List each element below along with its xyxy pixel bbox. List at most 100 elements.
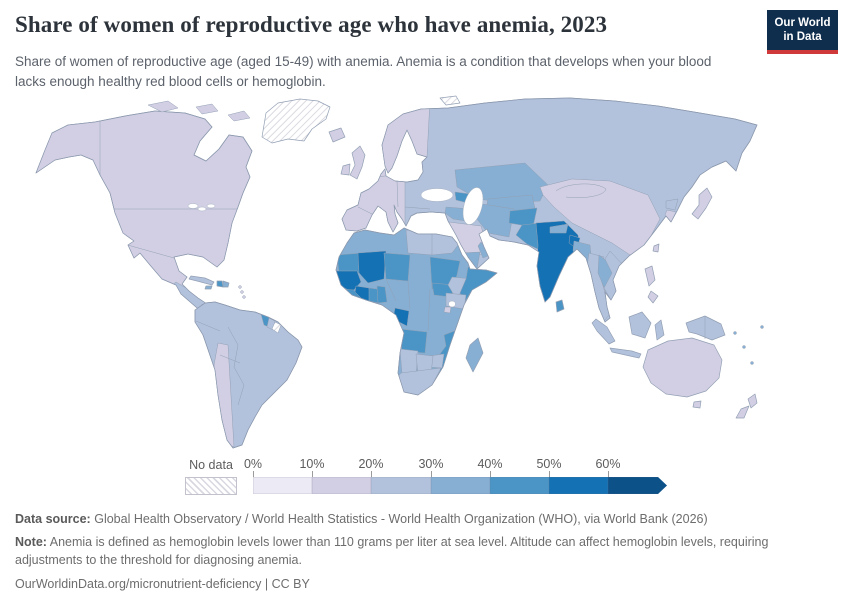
page-title: Share of women of reproductive age who h…	[15, 12, 608, 37]
legend-bin-40-50[interactable]	[490, 477, 549, 494]
country-japan[interactable]	[691, 187, 713, 220]
country-philippines[interactable]	[644, 265, 656, 287]
great-lakes	[197, 206, 207, 212]
legend-tick-mark	[371, 471, 372, 478]
note-label: Note:	[15, 534, 47, 549]
continent-south-america[interactable]	[194, 301, 303, 449]
legend-bin-0-10[interactable]	[253, 477, 312, 494]
continent-eurasia[interactable]	[335, 97, 758, 323]
country-madagascar[interactable]	[465, 337, 484, 373]
country-canada-arctic[interactable]	[227, 110, 251, 122]
mongolia-border	[555, 183, 607, 198]
legend-tick-mark	[431, 471, 432, 478]
legend-bin-20-30[interactable]	[371, 477, 431, 494]
country-cuba[interactable]	[188, 275, 215, 286]
legend-tick-label: 60%	[595, 457, 621, 471]
legend-bin-50-60[interactable]	[549, 477, 608, 494]
legend-tick-mark	[312, 471, 313, 478]
country-new-guinea[interactable]	[685, 315, 726, 341]
data-source-text: Global Health Observatory / World Health…	[94, 512, 708, 526]
europe-internal-borders	[357, 180, 431, 215]
country-pacific-islands[interactable]	[742, 345, 746, 349]
legend-tick-label: 0%	[243, 457, 263, 471]
country-nepal[interactable]	[549, 223, 569, 234]
country-borneo[interactable]	[628, 311, 652, 339]
country-pacific-islands[interactable]	[760, 325, 764, 329]
region-scandinavia[interactable]	[374, 99, 431, 178]
legend-tick-label: 30%	[418, 457, 444, 471]
country-haiti[interactable]	[216, 280, 224, 288]
north-america-coastline	[35, 110, 253, 317]
country-philippines[interactable]	[647, 290, 659, 304]
country-cote-divoire[interactable]	[354, 285, 372, 303]
note-line: Note: Anemia is defined as hemoglobin le…	[15, 534, 835, 570]
country-sulawesi[interactable]	[654, 319, 665, 341]
country-svalbard[interactable]	[439, 95, 461, 106]
south-america-coastline	[194, 301, 303, 449]
region-rwanda-burundi[interactable]	[443, 306, 452, 314]
owid-logo-line2: in Data	[783, 31, 822, 44]
region-togo-benin[interactable]	[376, 285, 388, 304]
country-jamaica[interactable]	[204, 285, 213, 290]
eurasia-coastline	[341, 97, 758, 323]
legend-bin-60-plus[interactable]	[608, 477, 667, 494]
caspian-sea	[462, 187, 484, 225]
country-uk[interactable]	[349, 145, 366, 180]
south-america-internal-borders	[195, 320, 245, 406]
legend-tick-mark	[549, 471, 550, 478]
region-uganda-kenya[interactable]	[445, 292, 467, 310]
country-mali[interactable]	[357, 250, 387, 284]
country-australia[interactable]	[642, 337, 723, 398]
country-french-guiana[interactable]	[271, 321, 282, 334]
country-iceland[interactable]	[328, 127, 346, 143]
note-text: Anemia is defined as hemoglobin levels l…	[15, 534, 769, 567]
country-new-zealand-south[interactable]	[735, 405, 750, 419]
country-canada-arctic[interactable]	[195, 103, 219, 115]
data-source-label: Data source:	[15, 512, 91, 526]
legend-no-data-swatch[interactable]	[185, 477, 237, 495]
legend-tick-mark	[253, 471, 254, 478]
legend-tick-label: 50%	[536, 457, 562, 471]
legend-tick-label: 10%	[299, 457, 325, 471]
country-ireland[interactable]	[340, 163, 351, 176]
great-lakes	[187, 203, 199, 209]
country-north-korea[interactable]	[665, 198, 679, 211]
continent-africa[interactable]	[334, 227, 498, 396]
world-choropleth-map[interactable]	[0, 95, 850, 455]
country-south-america[interactable]	[194, 301, 303, 449]
chart-subtitle: Share of women of reproductive age (aged…	[15, 54, 712, 90]
country-sri-lanka[interactable]	[555, 299, 565, 313]
continent-north-america[interactable]	[30, 100, 253, 317]
legend-bin-30-40[interactable]	[431, 477, 490, 494]
legend-tick-label: 40%	[477, 457, 503, 471]
country-usa-alaska[interactable]	[30, 110, 101, 186]
country-pacific-islands[interactable]	[750, 361, 754, 365]
legend-tick-mark	[608, 471, 609, 478]
legend-tick-mark	[490, 471, 491, 478]
country-niger[interactable]	[383, 252, 411, 282]
africa-coastline	[335, 227, 498, 396]
country-pacific-islands[interactable]	[733, 331, 737, 335]
country-canada-arctic[interactable]	[147, 100, 179, 113]
africa-internal-borders	[385, 278, 431, 332]
map-legend: No data 0% 10% 20% 30% 40% 50% 60%	[0, 455, 850, 500]
country-greenland[interactable]	[261, 98, 331, 144]
citation-link[interactable]: OurWorldinData.org/micronutrient-deficie…	[15, 577, 310, 592]
data-source-line: Data source: Global Health Observatory /…	[15, 511, 835, 529]
country-indonesia-java[interactable]	[609, 347, 642, 359]
chart-footer: Data source: Global Health Observatory /…	[15, 511, 835, 594]
country-taiwan[interactable]	[652, 243, 660, 253]
owid-logo[interactable]: Our World in Data	[767, 10, 838, 54]
country-lesser-antilles[interactable]	[238, 285, 242, 289]
country-lesser-antilles[interactable]	[242, 295, 246, 299]
island-new-guinea[interactable]	[685, 315, 726, 341]
legend-bin-10-20[interactable]	[312, 477, 371, 494]
legend-tick-label: 20%	[358, 457, 384, 471]
country-indonesia-sumatra[interactable]	[591, 318, 616, 345]
country-dominican-republic[interactable]	[222, 280, 230, 288]
country-tasmania[interactable]	[692, 400, 702, 409]
black-sea	[420, 188, 454, 202]
country-new-zealand-north[interactable]	[747, 393, 758, 409]
country-lesser-antilles[interactable]	[240, 290, 244, 294]
